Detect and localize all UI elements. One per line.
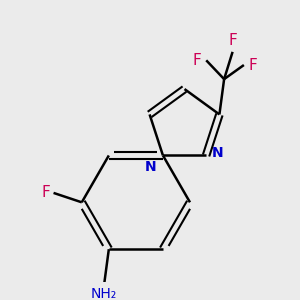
Text: F: F <box>228 33 237 48</box>
Text: F: F <box>41 185 50 200</box>
Text: N: N <box>144 160 156 174</box>
Text: F: F <box>193 53 202 68</box>
Text: N: N <box>212 146 224 160</box>
Text: F: F <box>249 58 257 73</box>
Text: NH₂: NH₂ <box>91 287 117 300</box>
